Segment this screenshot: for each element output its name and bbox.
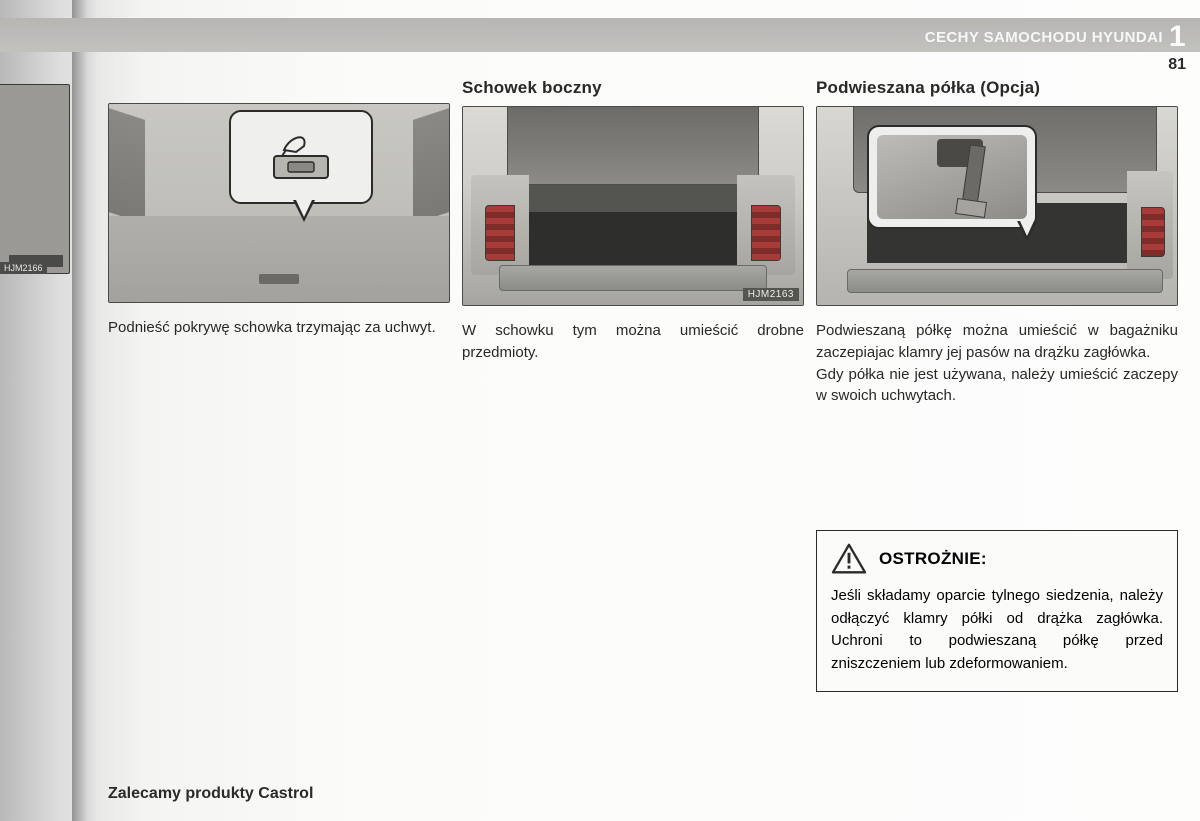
col2-heading: Schowek boczny	[462, 78, 804, 98]
photo-tag-2: HJM2163	[743, 288, 799, 301]
prev-text-fragment: owym ni na	[0, 300, 78, 341]
prev-photo-tag: HJM2166	[0, 262, 47, 274]
col3-heading: Podwieszana półka (Opcja)	[816, 78, 1178, 98]
col3-body: Podwieszaną półkę można umieścić w bagaż…	[816, 320, 1178, 407]
manual-page: CECHY SAMOCHODU HYUNDAI 1 81 HJM2166 owy…	[0, 0, 1200, 821]
header-section-number: 1	[1169, 22, 1186, 52]
photo-side-compartment: HJM2163	[462, 106, 804, 306]
col1-body: Podnieść pokrywę schowka trzymając za uc…	[108, 317, 450, 339]
warning-triangle-icon	[831, 543, 867, 575]
photo-schowek-cover	[108, 103, 450, 303]
photo-hanging-shelf	[816, 106, 1178, 306]
callout-strap	[867, 125, 1037, 229]
header-title-block: CECHY SAMOCHODU HYUNDAI 1	[925, 22, 1186, 52]
col2-body: W schowku tym można umieścić drobne prze…	[462, 320, 804, 364]
prev-photo	[0, 84, 70, 274]
caution-box: OSTROŻNIE: Jeśli składamy oparcie tylneg…	[816, 530, 1178, 692]
column-1: Podnieść pokrywę schowka trzymając za uc…	[108, 78, 450, 339]
header-title: CECHY SAMOCHODU HYUNDAI	[925, 29, 1163, 46]
page-number: 81	[1168, 56, 1186, 74]
prev-footer-fragment: strol	[0, 780, 78, 798]
previous-page-sliver: HJM2166 owym ni na strol	[0, 0, 78, 821]
footer-recommendation: Zalecamy produkty Castrol	[108, 785, 313, 803]
caution-body: Jeśli składamy oparcie tylnego siedzenia…	[831, 585, 1163, 675]
column-3: Podwieszana półka (Opcja) Podwieszaną pó…	[816, 78, 1178, 407]
caution-title: OSTROŻNIE:	[879, 549, 987, 569]
column-2: Schowek boczny HJM2163 W schowku tym moż…	[462, 78, 804, 364]
callout-open-handle	[229, 110, 373, 204]
